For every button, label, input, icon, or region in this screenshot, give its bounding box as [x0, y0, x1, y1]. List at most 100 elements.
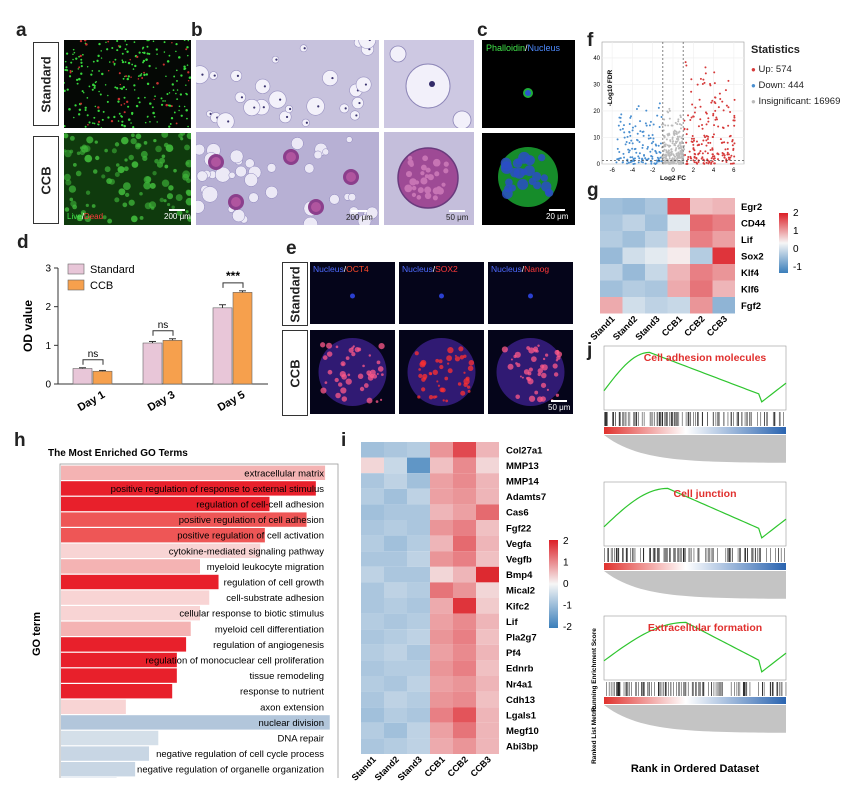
heatmap-cell	[476, 504, 499, 520]
live-cell-dot	[143, 51, 146, 55]
live-cell-cluster	[120, 136, 129, 145]
live-cell-cluster	[104, 166, 111, 173]
x-axis-label: Rank in Ordered Dataset	[631, 763, 760, 775]
point-down	[616, 147, 619, 150]
marker-signal	[341, 396, 348, 402]
cell-cluster-core	[286, 152, 296, 162]
point-down	[649, 160, 652, 163]
live-cell-cluster	[165, 144, 174, 153]
live-cell-dot	[107, 116, 110, 119]
live-cell-dot	[144, 96, 146, 99]
live-cell-dot	[76, 82, 79, 85]
live-cell-dot	[168, 92, 171, 94]
live-cell-dot	[94, 81, 97, 84]
heatmap-cell	[361, 551, 384, 567]
point-down	[641, 157, 644, 160]
heatmap-cell	[622, 297, 645, 314]
live-cell-dot	[165, 103, 168, 107]
point-up	[697, 125, 700, 128]
live-cell-cluster	[68, 185, 77, 193]
point-up	[700, 157, 703, 160]
point-insignificant	[667, 160, 670, 163]
point-down	[650, 154, 653, 157]
row-label: Col27a1	[506, 445, 543, 456]
heatmap-cell	[453, 629, 476, 645]
point-down	[631, 142, 634, 145]
marker-signal	[528, 367, 533, 372]
point-up	[697, 152, 700, 155]
live-cell-dot	[175, 69, 178, 72]
marker-signal	[515, 362, 518, 365]
column-label: CCB2	[682, 314, 706, 338]
point-down	[633, 157, 636, 160]
go-term-label: regulation of monocuclear cell prolifera…	[146, 656, 325, 667]
go-term-label: regulation of cell-cell adhesion	[196, 500, 324, 511]
heatmap-cell	[476, 613, 499, 630]
matrix-lacuna	[228, 171, 236, 179]
marker-signal	[467, 389, 471, 393]
row-label-e-ccb: CCB	[282, 330, 308, 416]
matrix-lacuna	[229, 149, 244, 164]
live-cell-dot	[183, 65, 186, 68]
heatmap-cell	[476, 566, 499, 583]
significance-bracket	[152, 330, 174, 336]
row-label-standard: Standard	[33, 42, 59, 126]
live-cell-dot	[113, 62, 116, 65]
heatmap-cell	[407, 722, 430, 739]
live-cell-dot	[155, 67, 157, 69]
go-term-label: negative regulation of cell cycle proces…	[156, 749, 324, 760]
volcano-legend-title: Statistics	[751, 44, 800, 56]
gene-set-title: Extracellular formation	[648, 622, 762, 634]
live-cell-dot	[98, 70, 100, 72]
row-label: Pf4	[506, 648, 522, 659]
live-cell-cluster	[85, 203, 89, 208]
bar	[92, 370, 113, 385]
point-insignificant	[668, 117, 671, 120]
live-cell-dot	[119, 83, 122, 86]
row-label: Lif	[741, 235, 753, 246]
point-up	[694, 106, 697, 109]
live-cell-dot	[72, 53, 74, 55]
live-cell-dot	[126, 50, 129, 54]
live-cell-dot	[80, 61, 83, 64]
spheroid-nucleus	[540, 174, 548, 182]
point-up	[686, 158, 689, 161]
live-cell-cluster	[85, 190, 91, 195]
live-cell-dot	[123, 111, 126, 114]
legend-label: Standard	[90, 264, 135, 276]
live-cell-dot	[99, 93, 102, 96]
live-cell-dot	[100, 57, 103, 59]
point-down	[642, 134, 645, 137]
marker-signal	[362, 364, 365, 368]
point-down	[626, 162, 629, 165]
live-cell-cluster	[123, 166, 129, 172]
point-up	[727, 156, 730, 159]
heatmap-cell	[430, 629, 453, 645]
legend-swatch	[67, 263, 85, 275]
heatmap-cell	[453, 722, 476, 739]
point-up	[733, 119, 736, 122]
point-insignificant	[670, 148, 673, 151]
point-down	[635, 151, 638, 154]
marker-signal	[537, 368, 544, 374]
heatmap-cell	[476, 722, 499, 739]
live-cell-dot	[71, 70, 73, 73]
marker-signal	[377, 366, 384, 372]
point-up	[730, 154, 733, 157]
live-cell-dot	[98, 42, 101, 46]
point-up	[726, 141, 729, 144]
point-down	[629, 134, 632, 137]
live-cell-dot	[100, 127, 103, 128]
point-up	[695, 157, 698, 160]
point-up	[714, 109, 717, 112]
point-down	[637, 161, 640, 164]
cell-detail	[417, 187, 424, 194]
marker-signal	[372, 374, 378, 379]
point-down	[621, 127, 624, 130]
point-insignificant	[660, 123, 663, 126]
point-insignificant	[665, 157, 668, 160]
cell-detail	[424, 186, 432, 194]
marker-signal	[463, 382, 468, 388]
point-insignificant	[679, 150, 682, 153]
cell-detail	[420, 171, 425, 176]
